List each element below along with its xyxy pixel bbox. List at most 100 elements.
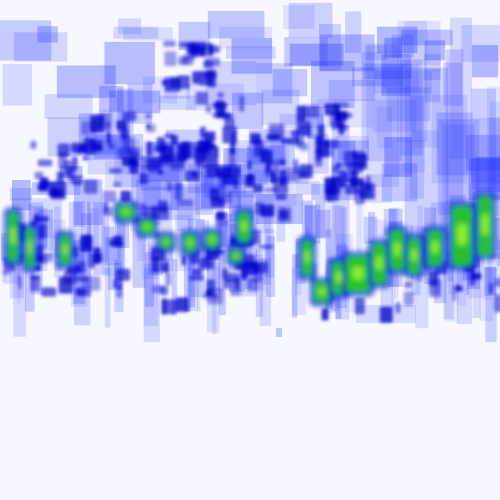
density-cell bbox=[175, 297, 189, 312]
density-cell bbox=[115, 268, 131, 281]
density-cell bbox=[13, 32, 68, 62]
density-cell bbox=[235, 277, 240, 290]
density-cell bbox=[183, 263, 194, 301]
density-cell bbox=[247, 160, 252, 170]
density-cell bbox=[129, 152, 140, 167]
density-cell bbox=[291, 254, 298, 318]
density-cell bbox=[253, 183, 263, 193]
density-cell bbox=[89, 116, 103, 132]
density-cell bbox=[93, 253, 103, 263]
density-cell bbox=[139, 172, 149, 184]
density-cell bbox=[384, 137, 412, 177]
density-cell bbox=[113, 26, 159, 39]
density-cell bbox=[225, 46, 276, 59]
density-cell bbox=[218, 250, 226, 316]
density-cell bbox=[471, 45, 499, 78]
density-cell bbox=[379, 306, 393, 323]
density-cell bbox=[391, 34, 414, 58]
density-cell bbox=[139, 203, 146, 217]
density-cell bbox=[448, 258, 458, 294]
density-cell bbox=[89, 253, 95, 269]
density-cell bbox=[395, 301, 401, 314]
density-cell bbox=[84, 234, 90, 248]
density-cell bbox=[319, 34, 375, 72]
density-cell bbox=[198, 257, 215, 269]
density-peak bbox=[143, 224, 151, 230]
density-cell bbox=[437, 119, 480, 215]
density-cell bbox=[215, 211, 227, 227]
density-cell bbox=[223, 267, 229, 282]
density-cell bbox=[483, 261, 492, 300]
density-cell bbox=[403, 21, 441, 66]
density-cell bbox=[76, 261, 86, 273]
density-cell bbox=[373, 70, 432, 94]
density-cell bbox=[239, 95, 245, 112]
density-cell bbox=[48, 189, 63, 198]
density-cell bbox=[366, 43, 400, 187]
density-cell bbox=[37, 26, 58, 43]
density-cell bbox=[345, 11, 362, 53]
density-cell bbox=[156, 137, 165, 153]
density-cell bbox=[376, 106, 392, 149]
density-cell bbox=[329, 148, 334, 158]
density-cell bbox=[488, 117, 500, 202]
density-cell bbox=[2, 64, 32, 106]
density-cell bbox=[84, 276, 101, 291]
density-cell bbox=[443, 251, 454, 320]
density-cell bbox=[489, 101, 500, 185]
density-cell bbox=[412, 130, 439, 148]
density-cell bbox=[186, 43, 201, 54]
density-cell bbox=[214, 146, 219, 160]
density-cell bbox=[146, 123, 151, 130]
density-cell bbox=[335, 116, 343, 128]
density-cell bbox=[194, 171, 205, 176]
density-cell bbox=[165, 272, 171, 286]
density-cell bbox=[123, 27, 173, 41]
density-cell bbox=[487, 86, 500, 216]
density-cell bbox=[443, 62, 463, 106]
density-cell bbox=[367, 212, 376, 244]
density-cell bbox=[257, 244, 273, 249]
density-cell bbox=[41, 287, 57, 297]
density-peak bbox=[10, 227, 16, 245]
density-cell bbox=[189, 275, 204, 281]
density-cell bbox=[67, 166, 75, 182]
density-peak bbox=[335, 271, 343, 283]
density-cell bbox=[345, 185, 360, 195]
density-cell bbox=[431, 94, 468, 184]
density-cell bbox=[411, 264, 421, 296]
density-cell bbox=[217, 192, 232, 204]
density-peak bbox=[187, 239, 193, 246]
density-peak bbox=[375, 256, 383, 270]
density-cell bbox=[103, 206, 114, 216]
density-cell bbox=[472, 251, 481, 318]
density-cell bbox=[159, 153, 170, 166]
density-cell bbox=[361, 51, 403, 162]
density-cell bbox=[314, 149, 323, 167]
density-cell bbox=[144, 252, 154, 307]
density-cell bbox=[415, 262, 429, 329]
density-cell bbox=[0, 20, 52, 61]
density-cell bbox=[88, 208, 99, 256]
density-cell bbox=[122, 111, 137, 121]
density-cell bbox=[372, 99, 417, 132]
density-cell bbox=[159, 95, 197, 110]
density-cell bbox=[58, 152, 67, 170]
density-cell bbox=[163, 40, 176, 47]
density-cell bbox=[275, 194, 287, 200]
density-cell bbox=[175, 182, 183, 200]
density-cell bbox=[304, 204, 321, 244]
density-cell bbox=[25, 242, 35, 312]
density-cell bbox=[494, 277, 500, 287]
density-cell bbox=[324, 103, 337, 116]
density-cell bbox=[218, 112, 230, 118]
density-cell bbox=[266, 134, 281, 141]
density-cell bbox=[164, 51, 177, 67]
density-cell bbox=[423, 54, 441, 81]
density-cell bbox=[424, 69, 441, 103]
density-cell bbox=[319, 23, 341, 71]
density-cell bbox=[113, 235, 123, 247]
density-cell bbox=[9, 188, 32, 201]
density-cell bbox=[218, 212, 228, 247]
density-cell bbox=[104, 268, 111, 328]
